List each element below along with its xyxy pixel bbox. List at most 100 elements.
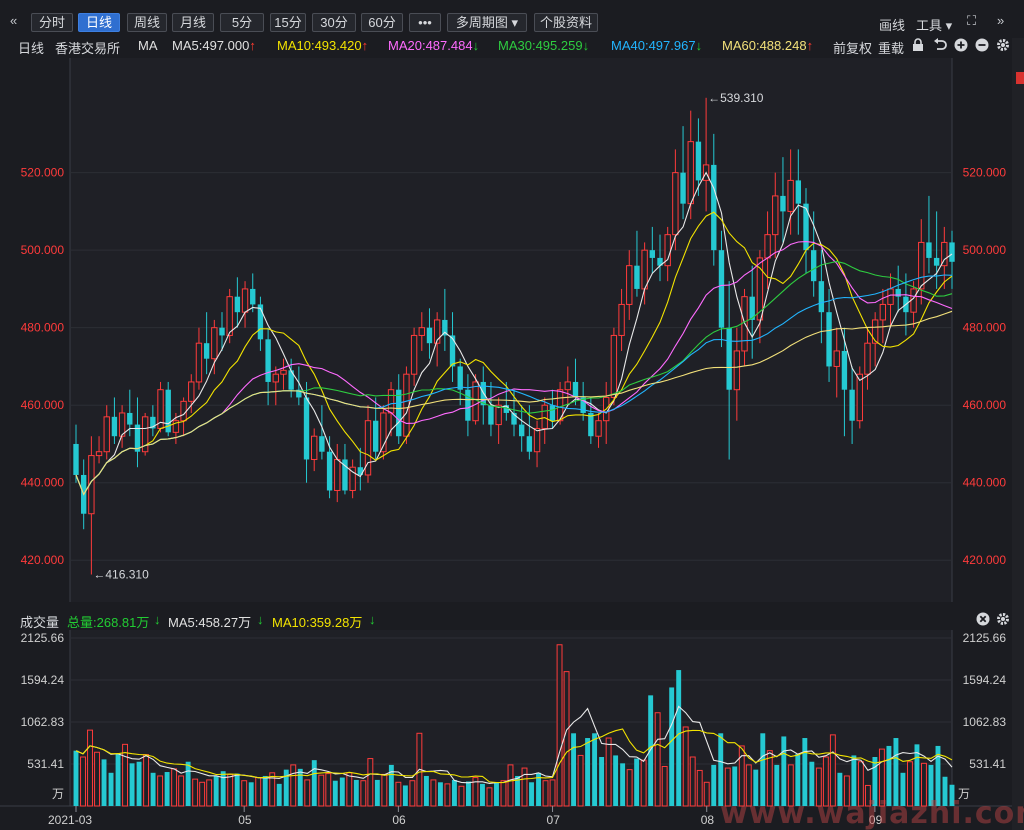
- period-tab-3[interactable]: 月线: [172, 13, 214, 32]
- double-chevron-left-icon[interactable]: «: [10, 13, 18, 28]
- candle-body-up: [311, 435, 318, 460]
- volume-tick-left: 2125.66: [21, 631, 65, 645]
- draw-line-button[interactable]: 画线: [879, 18, 906, 33]
- volume-bar-down: [402, 785, 408, 806]
- zoom-out-icon[interactable]: [975, 38, 989, 55]
- candle-body-down: [895, 288, 901, 297]
- period-tab-6[interactable]: 30分: [312, 13, 356, 32]
- period-tab-4[interactable]: 5分: [220, 13, 264, 32]
- candle-body-up: [833, 350, 840, 367]
- candle-body-down: [795, 180, 802, 204]
- volume-bar-down: [774, 764, 780, 806]
- volume-total-arrow: ↓: [154, 612, 161, 627]
- volume-bar-down: [872, 756, 878, 806]
- volume-bar-up: [381, 773, 388, 807]
- volume-bar-down: [115, 753, 121, 806]
- volume-bar-up: [143, 754, 150, 807]
- volume-bar-down: [753, 769, 759, 806]
- close-icon[interactable]: [976, 612, 990, 629]
- period-tab-10[interactable]: 个股资料: [534, 13, 598, 32]
- volume-bar-down: [571, 733, 577, 806]
- reload-button[interactable]: 重载: [878, 41, 905, 56]
- volume-chart[interactable]: 2125.66 2125.66 1594.24 1594.24 1062.83 1062.…: [0, 630, 1012, 830]
- candle-body-up: [887, 288, 894, 305]
- candle-body-up: [856, 373, 863, 422]
- volume-bar-down: [101, 759, 107, 806]
- candle-body-down: [933, 257, 940, 266]
- volume-bar-down: [592, 733, 598, 806]
- volume-bar-down: [893, 738, 899, 806]
- price-tick-left: 500.000: [21, 243, 65, 257]
- period-tab-2[interactable]: 周线: [127, 13, 167, 32]
- price-tick-left: 440.000: [21, 476, 65, 490]
- adjust-price-toggle[interactable]: 前复权: [833, 41, 873, 56]
- volume-bar-down: [332, 780, 338, 806]
- settings-icon[interactable]: [996, 38, 1010, 55]
- candle-body-down: [250, 288, 256, 305]
- volume-bar-up: [542, 780, 549, 807]
- volume-bar-up: [122, 743, 129, 807]
- candle-body-down: [841, 350, 848, 390]
- candle-body-up: [626, 265, 633, 305]
- volume-bar-up: [843, 775, 850, 807]
- volume-settings-icon[interactable]: [996, 612, 1010, 629]
- candle-body-up: [364, 420, 372, 476]
- volume-unit-left: 万: [52, 787, 64, 801]
- candle-body-down: [303, 397, 310, 460]
- candle-body-down: [657, 257, 663, 266]
- candle-body-down: [549, 405, 556, 421]
- volume-bar-up: [787, 764, 794, 807]
- volume-bar-up: [906, 761, 913, 807]
- candlestick-chart[interactable]: 520.000 520.000 500.000 500.000 480.000 480.0…: [0, 58, 1012, 604]
- volume-ma10-arrow: ↓: [369, 612, 376, 627]
- volume-bar-up: [178, 775, 185, 807]
- period-tab-8[interactable]: •••: [409, 13, 441, 32]
- expand-icon[interactable]: ⛶: [967, 13, 977, 28]
- volume-total: 总量:268.81万: [67, 615, 150, 630]
- price-tick-left: 520.000: [21, 166, 65, 180]
- candle-body-up: [103, 416, 110, 453]
- candle-body-down: [695, 141, 702, 181]
- x-axis-label: 05: [238, 813, 252, 827]
- price-tick-right: 500.000: [963, 243, 1007, 257]
- volume-bar-down: [620, 763, 626, 806]
- volume-bar-up: [738, 745, 745, 807]
- x-axis-label: 06: [392, 813, 406, 827]
- period-tab-0[interactable]: 分时: [31, 13, 73, 32]
- period-tab-1[interactable]: 日线: [78, 13, 120, 32]
- candle-body-up: [610, 334, 618, 398]
- volume-bar-up: [346, 772, 353, 807]
- candle-body-up: [195, 342, 203, 383]
- volume-bar-down: [599, 756, 605, 806]
- candle-body-up: [141, 416, 149, 453]
- tools-menu-button[interactable]: 工具 ▾: [916, 18, 953, 33]
- volume-bar-up: [724, 767, 731, 807]
- volume-bar-down: [388, 764, 394, 806]
- candle-body-up: [871, 319, 879, 344]
- double-chevron-right-icon[interactable]: »: [997, 13, 1005, 28]
- volume-bar-up: [290, 764, 297, 807]
- volume-bar-up: [409, 780, 416, 807]
- period-tab-7[interactable]: 60分: [361, 13, 403, 32]
- candle-body-down: [949, 242, 955, 262]
- volume-bar-down: [718, 733, 724, 806]
- candle-body-up: [95, 451, 103, 457]
- price-tick-right: 480.000: [963, 321, 1007, 335]
- period-tab-5[interactable]: 15分: [270, 13, 306, 32]
- ma-legend-item: MA40:497.967↓: [611, 38, 703, 53]
- zoom-in-icon[interactable]: [954, 38, 968, 55]
- lock-icon[interactable]: [912, 38, 924, 55]
- volume-bar-down: [297, 768, 303, 806]
- candle-body-up: [180, 400, 187, 422]
- ma-title: MA: [138, 38, 158, 53]
- candle-body-down: [465, 389, 471, 421]
- undo-icon[interactable]: [933, 38, 947, 55]
- candle-body-up: [387, 389, 395, 414]
- period-tab-9[interactable]: 多周期图 ▾: [447, 13, 527, 32]
- watermark: www.wajiazhi.com: [720, 796, 1024, 830]
- price-tick-right: 520.000: [963, 166, 1007, 180]
- candle-body-down: [234, 296, 241, 313]
- ma-legend-item: MA10:493.420↑: [277, 38, 369, 53]
- volume-bar-down: [886, 745, 892, 806]
- volume-ma5: MA5:458.27万: [168, 615, 252, 630]
